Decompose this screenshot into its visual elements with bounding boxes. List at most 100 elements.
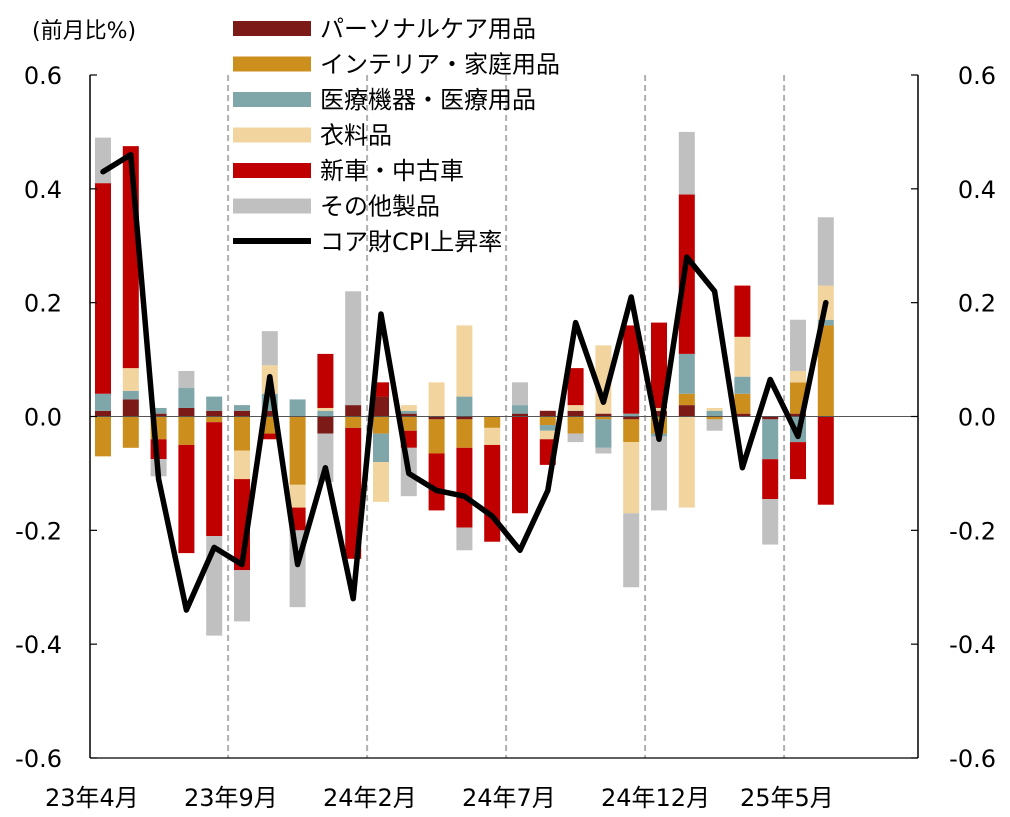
bar-segment [122,368,139,391]
bar-segment [734,336,751,377]
legend-label: 医療機器・医療用品 [320,86,536,114]
bar-segment [178,416,195,445]
y-tick-label-left: -0.4 [15,631,62,659]
bar-segment [456,396,473,417]
bar-segment [512,413,528,417]
bar-segment [428,419,445,454]
bar-segment [595,416,612,420]
core-goods-cpi-line [100,151,829,613]
bar-segment [762,459,779,500]
bar-segment [595,413,612,417]
y-tick-label-left: 0.0 [24,404,62,432]
bar-segment [734,413,751,417]
y-tick-label-left: 0.4 [24,176,62,204]
legend-label: 新車・中古車 [320,157,464,185]
bar-segment [206,410,223,417]
bar-segment [817,217,834,286]
bar-segment [178,388,195,408]
bar-segment [567,405,584,411]
bar-segment [95,393,111,411]
legend-swatch [233,163,311,178]
bar-segment [206,416,223,423]
legend-label: コア財CPI上昇率 [320,228,502,256]
bar-segment [178,407,195,417]
bar-segment [539,425,556,431]
bar-segment [373,416,389,434]
bar-segment [678,353,695,394]
bar-segment [539,416,556,426]
bar-segment [567,368,584,406]
bar-segment [234,450,250,480]
legend-label: パーソナルケア用品 [320,15,536,43]
bar-segment [261,331,278,366]
bar-segment [400,405,417,411]
y-tick-label-right: 0.0 [958,404,996,432]
bar-segment [484,427,501,445]
x-tick-label: 23年9月 [184,784,278,812]
bar-segment [678,416,695,508]
bar-segment [762,419,779,460]
bar-segment [317,353,334,408]
bar-segment [317,410,334,417]
bar-segment [539,430,556,440]
bar-segment [456,447,473,528]
bar-segment [122,399,139,417]
bar-segment [678,405,695,417]
bar-segment [234,416,250,451]
bar-segment [651,436,667,511]
bar-segment [206,422,223,537]
bar-segment [400,413,417,417]
bar-segment [400,416,417,431]
bar-segment [567,416,584,434]
bar-segment [317,433,334,482]
y-tick-label-left: 0.6 [24,62,62,90]
bar-segment [234,405,250,411]
bar-segment [651,322,667,408]
bar-segment [456,416,473,420]
bar-segment [567,433,584,443]
x-tick-label: 24年2月 [323,784,417,812]
y-tick-label-left: -0.6 [15,745,62,773]
y-tick-label-right: 0.6 [958,62,996,90]
bar-segment [206,396,223,411]
bar-segment [373,382,389,397]
legend: パーソナルケア用品インテリア・家庭用品医療機器・医療用品衣料品新車・中古車その他… [233,15,560,256]
legend-swatch [233,127,311,143]
unit-label: (前月比%) [32,19,136,44]
bar-segment [150,413,167,417]
bar-segment [178,444,195,554]
bar-segment [150,407,167,414]
bar-segment [762,499,779,545]
bar-segment [373,433,389,463]
bar-segment [678,131,695,195]
bar-segment [122,416,139,448]
legend-label: その他製品 [320,193,440,221]
bar-segment [95,137,111,184]
bar-segment [373,462,389,502]
bar-segment [261,410,278,417]
y-tick-label-left: 0.2 [24,290,62,318]
bar-segment [234,410,250,417]
bar-segment [817,416,834,505]
bar-segment [623,325,640,414]
bar-segment [289,399,306,417]
bar-segment [178,370,195,389]
bar-segment [317,407,334,411]
bar-segment [790,370,806,383]
y-tick-label-left: -0.2 [15,517,62,545]
legend-swatch [233,92,311,107]
bar-segment [400,410,417,414]
bar-segment [234,570,250,622]
bar-segment [651,407,667,411]
bar-segment [512,382,528,406]
y-tick-label-right: -0.2 [949,517,996,545]
bar-segment [428,453,445,511]
bar-segment [623,413,640,417]
bar-segment [651,410,667,417]
bar-segment [345,405,362,417]
bar-segment [428,416,445,420]
bar-segment [95,183,111,394]
bar-segment [539,410,556,417]
bars [95,131,834,636]
